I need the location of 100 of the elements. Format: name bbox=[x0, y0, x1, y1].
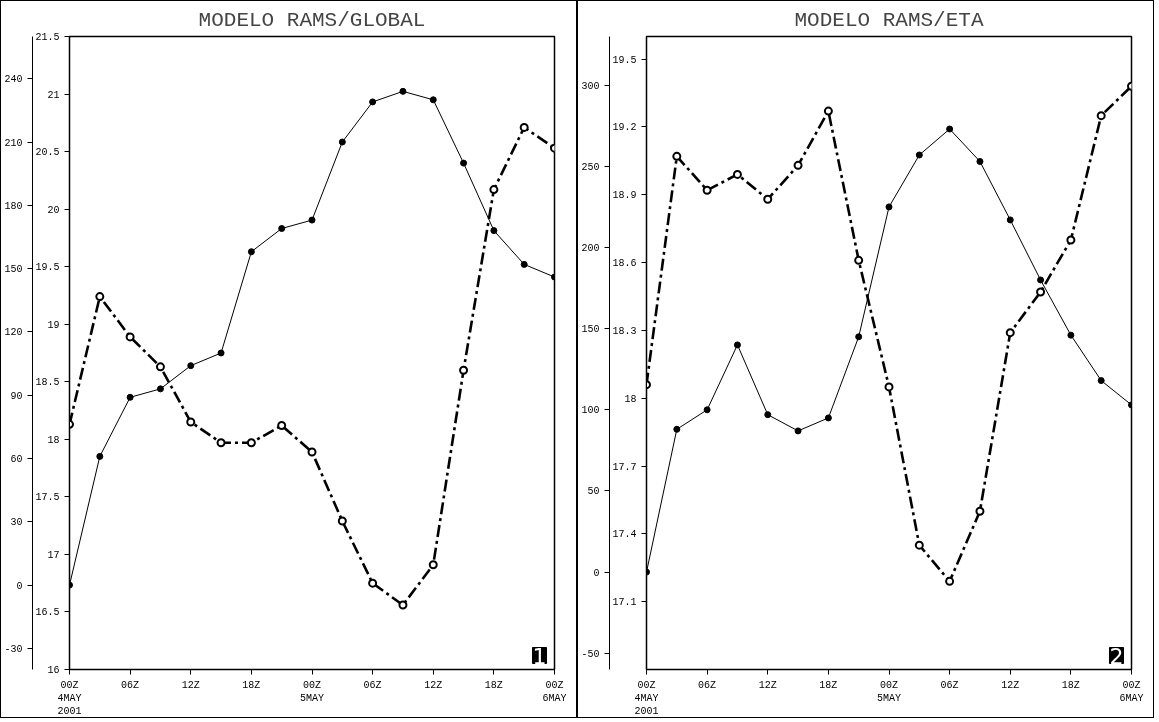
point bbox=[490, 227, 498, 235]
point bbox=[1096, 111, 1106, 121]
y2-tick-label: 18 bbox=[47, 434, 60, 446]
point bbox=[155, 362, 165, 372]
point bbox=[855, 333, 863, 341]
x-tick-label: 06Z bbox=[121, 679, 140, 691]
x-tick-label: 18Z bbox=[819, 679, 838, 691]
point bbox=[429, 96, 437, 104]
y2-tick-label: 16 bbox=[47, 665, 60, 676]
point bbox=[1097, 377, 1105, 385]
y2-tick-label: 18.3 bbox=[612, 325, 637, 337]
x-tick-label: 00Z 6MAY bbox=[1119, 679, 1144, 704]
point bbox=[763, 194, 773, 204]
point bbox=[399, 87, 407, 95]
y2-tick-label: 20 bbox=[47, 204, 60, 216]
point bbox=[460, 159, 468, 167]
point bbox=[246, 438, 256, 448]
chart-title: MODELO RAMS/GLOBAL bbox=[198, 8, 426, 32]
y-tick-label: 0 bbox=[593, 567, 600, 579]
point bbox=[915, 151, 923, 159]
point bbox=[216, 438, 226, 448]
y2-tick-label: 18.6 bbox=[612, 258, 637, 270]
x-tick-label: 12Z bbox=[1001, 679, 1020, 691]
y2-tick-label: 19 bbox=[47, 319, 60, 331]
point bbox=[1066, 235, 1076, 245]
y2-tick-label: 18.9 bbox=[612, 190, 637, 202]
y2-tick-label: 19.2 bbox=[612, 122, 637, 134]
x-tick-label: 06Z bbox=[940, 679, 959, 691]
y2-tick-label: 17.7 bbox=[612, 461, 637, 473]
point bbox=[673, 425, 681, 433]
point bbox=[338, 138, 346, 146]
point bbox=[884, 382, 894, 392]
x-tick-label: 00Z 4MAY 2001 bbox=[634, 679, 659, 717]
annotation: 1 bbox=[532, 643, 547, 669]
point bbox=[793, 160, 803, 170]
y2-tick-label: 17.1 bbox=[612, 597, 637, 609]
y-tick-label: 300 bbox=[581, 80, 600, 92]
y2-tick-label: 20.5 bbox=[35, 147, 60, 159]
y-tick-label: 150 bbox=[581, 324, 600, 336]
point bbox=[337, 516, 347, 526]
y-tick-label: 120 bbox=[4, 327, 23, 339]
y-tick-label: 0 bbox=[16, 580, 23, 592]
y-tick-label: 180 bbox=[4, 200, 23, 212]
x-tick-label: 00Z 5MAY bbox=[877, 679, 902, 704]
point bbox=[368, 578, 378, 588]
point bbox=[277, 421, 287, 430]
point bbox=[732, 169, 742, 179]
point bbox=[854, 255, 864, 265]
y-tick-label: 30 bbox=[10, 517, 23, 529]
y2-tick-label: 19.5 bbox=[612, 54, 637, 66]
y2-tick-label: 17.4 bbox=[612, 529, 637, 541]
point bbox=[914, 540, 924, 550]
point bbox=[1006, 216, 1014, 224]
point bbox=[764, 411, 772, 419]
x-tick-label: 12Z bbox=[424, 679, 443, 691]
annotation: 2 bbox=[1109, 643, 1124, 669]
x-tick-label: 06Z bbox=[698, 679, 717, 691]
y-tick-label: -30 bbox=[4, 643, 23, 655]
point bbox=[1067, 331, 1075, 339]
y-tick-label: 50 bbox=[587, 486, 600, 498]
point bbox=[945, 576, 955, 586]
point bbox=[186, 417, 196, 427]
y2-tick-label: 16.5 bbox=[35, 607, 60, 619]
y-tick-label: -50 bbox=[581, 648, 600, 660]
y-tick-label: 200 bbox=[581, 243, 600, 254]
x-tick-label: 00Z 5MAY bbox=[300, 679, 325, 704]
x-tick-label: 18Z bbox=[242, 679, 261, 691]
x-tick-label: 12Z bbox=[758, 679, 777, 691]
y-tick-label: 60 bbox=[10, 454, 23, 465]
point bbox=[247, 248, 255, 256]
point bbox=[520, 260, 528, 268]
point bbox=[702, 185, 712, 195]
point bbox=[976, 157, 984, 165]
y-tick-label: 250 bbox=[581, 161, 600, 173]
point bbox=[824, 414, 832, 422]
x-tick-label: 18Z bbox=[484, 679, 503, 691]
x-tick-label: 18Z bbox=[1061, 679, 1080, 691]
y2-tick-label: 21 bbox=[47, 89, 60, 101]
x-tick-label: 00Z 6MAY bbox=[542, 679, 567, 704]
y2-tick-label: 19.5 bbox=[35, 262, 60, 274]
point bbox=[369, 98, 377, 106]
y-tick-label: 90 bbox=[10, 390, 23, 402]
point bbox=[278, 225, 286, 232]
point bbox=[703, 406, 711, 414]
x-tick-label: 12Z bbox=[181, 679, 200, 691]
y2-tick-label: 21.5 bbox=[35, 32, 60, 43]
point bbox=[125, 332, 135, 342]
point bbox=[187, 362, 195, 370]
point bbox=[96, 452, 104, 460]
point bbox=[308, 216, 316, 224]
point bbox=[672, 151, 682, 161]
chart-title: MODELO RAMS/ETA bbox=[794, 8, 984, 32]
x-tick-label: 06Z bbox=[363, 679, 382, 691]
point bbox=[519, 122, 529, 132]
point bbox=[1036, 287, 1046, 297]
point bbox=[1037, 276, 1045, 284]
point bbox=[398, 600, 408, 610]
point bbox=[126, 393, 134, 401]
point bbox=[794, 427, 802, 435]
y-tick-label: 210 bbox=[4, 137, 23, 149]
